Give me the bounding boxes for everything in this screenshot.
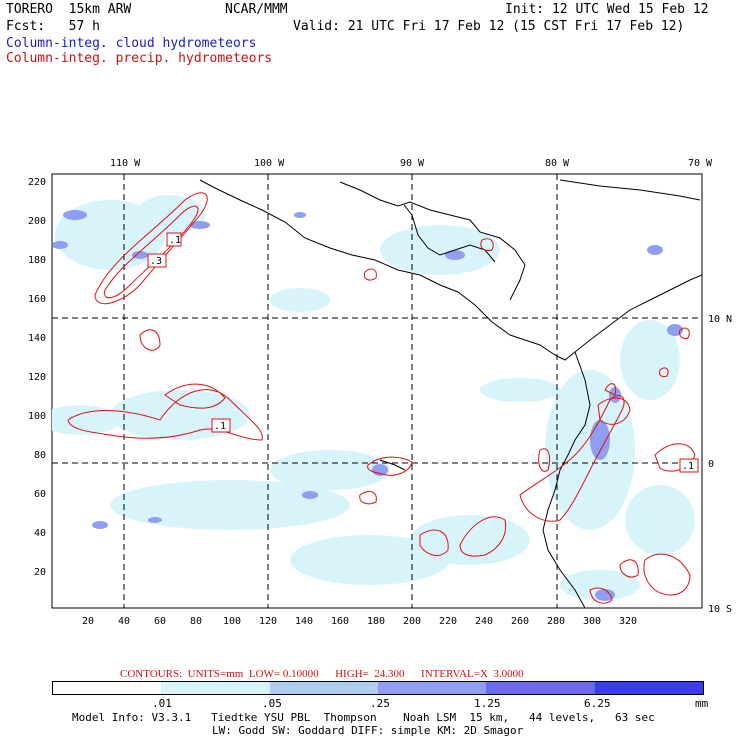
y-tick-label: 220 <box>28 177 46 188</box>
colorbar-units: mm <box>695 697 709 710</box>
x-tick-label: 20 <box>82 616 94 627</box>
x-tick-label: 220 <box>439 616 457 627</box>
forecast-hour: Fcst: 57 h <box>6 19 100 34</box>
lon-labels: 110 W 100 W 90 W 80 W 70 W <box>110 158 713 169</box>
lon-label: 80 W <box>545 158 570 169</box>
init-time: Init: 12 UTC Wed 15 Feb 12 <box>505 2 709 17</box>
precip-field-label: Column-integ. precip. hydrometeors <box>6 51 273 66</box>
x-tick-label: 300 <box>583 616 601 627</box>
contour-label: .1 <box>214 421 226 432</box>
colorbar-label: 6.25 <box>584 697 611 710</box>
colorbar-label: 1.25 <box>474 697 501 710</box>
lat-label: 0 <box>708 459 714 470</box>
contour-label: .3 <box>150 256 162 267</box>
colorbar-bin <box>377 682 487 694</box>
x-tick-label: 40 <box>118 616 130 627</box>
colorbar-bin <box>594 682 703 694</box>
y-tick-label: 140 <box>28 333 46 344</box>
coastline <box>199 179 702 608</box>
colorbar-bin <box>161 682 270 694</box>
precip-contours <box>67 192 696 604</box>
x-tick-label: 60 <box>154 616 166 627</box>
contour-label: .1 <box>682 461 694 472</box>
cloud-shading-dense <box>52 210 683 601</box>
model-info-line1: Model Info: V3.3.1 Tiedtke YSU PBL Thomp… <box>72 711 655 724</box>
y-tick-label: 60 <box>34 489 46 500</box>
y-tick-label: 40 <box>34 528 46 539</box>
contours-info: CONTOURS: UNITS=mm LOW= 0.10000 HIGH= 24… <box>120 668 524 680</box>
x-tick-label: 120 <box>259 616 277 627</box>
x-tick-label: 200 <box>403 616 421 627</box>
model-title: TORERO 15km ARW <box>6 2 132 17</box>
lat-label: 10 S <box>708 604 732 615</box>
x-tick-label: 280 <box>547 616 565 627</box>
lat-labels: 10 N 0 10 S <box>708 314 732 615</box>
y-tick-label: 200 <box>28 216 46 227</box>
colorbar-label: .05 <box>262 697 282 710</box>
x-tick-label: 320 <box>619 616 637 627</box>
y-tick-label: 20 <box>34 567 46 578</box>
x-tick-label: 260 <box>511 616 529 627</box>
y-tick-label: 160 <box>28 294 46 305</box>
contour-label: .1 <box>169 235 181 246</box>
colorbar-bin <box>486 682 595 694</box>
lon-label: 70 W <box>688 158 713 169</box>
left-ticks: 220 200 180 160 140 120 100 80 60 40 20 <box>28 177 46 578</box>
colorbar-label: .01 <box>152 697 172 710</box>
lat-label: 10 N <box>708 314 732 325</box>
contour-labels: .1 .3 .1 .1 <box>147 232 699 473</box>
valid-time: Valid: 21 UTC Fri 17 Feb 12 (15 CST Fri … <box>293 19 685 34</box>
x-tick-label: 80 <box>190 616 202 627</box>
model-info-line2: LW: Godd SW: Goddard DIFF: simple KM: 2D… <box>212 724 524 737</box>
y-tick-label: 120 <box>28 372 46 383</box>
lon-label: 90 W <box>400 158 425 169</box>
colorbar <box>52 681 704 695</box>
x-tick-label: 240 <box>475 616 493 627</box>
colorbar-bin <box>53 682 162 694</box>
org-label: NCAR/MMM <box>225 2 288 17</box>
x-tick-label: 160 <box>331 616 349 627</box>
x-tick-label: 140 <box>295 616 313 627</box>
x-tick-label: 100 <box>223 616 241 627</box>
lon-label: 100 W <box>254 158 285 169</box>
bottom-ticks: 20 40 60 80 100 120 140 160 180 200 220 … <box>82 616 637 627</box>
lon-label: 110 W <box>110 158 141 169</box>
y-tick-label: 180 <box>28 255 46 266</box>
y-tick-label: 80 <box>34 450 46 461</box>
y-tick-label: 100 <box>28 411 46 422</box>
colorbar-bin <box>269 682 378 694</box>
x-tick-label: 180 <box>367 616 385 627</box>
cloud-field-label: Column-integ. cloud hydrometeors <box>6 36 257 51</box>
colorbar-label: .25 <box>370 697 390 710</box>
